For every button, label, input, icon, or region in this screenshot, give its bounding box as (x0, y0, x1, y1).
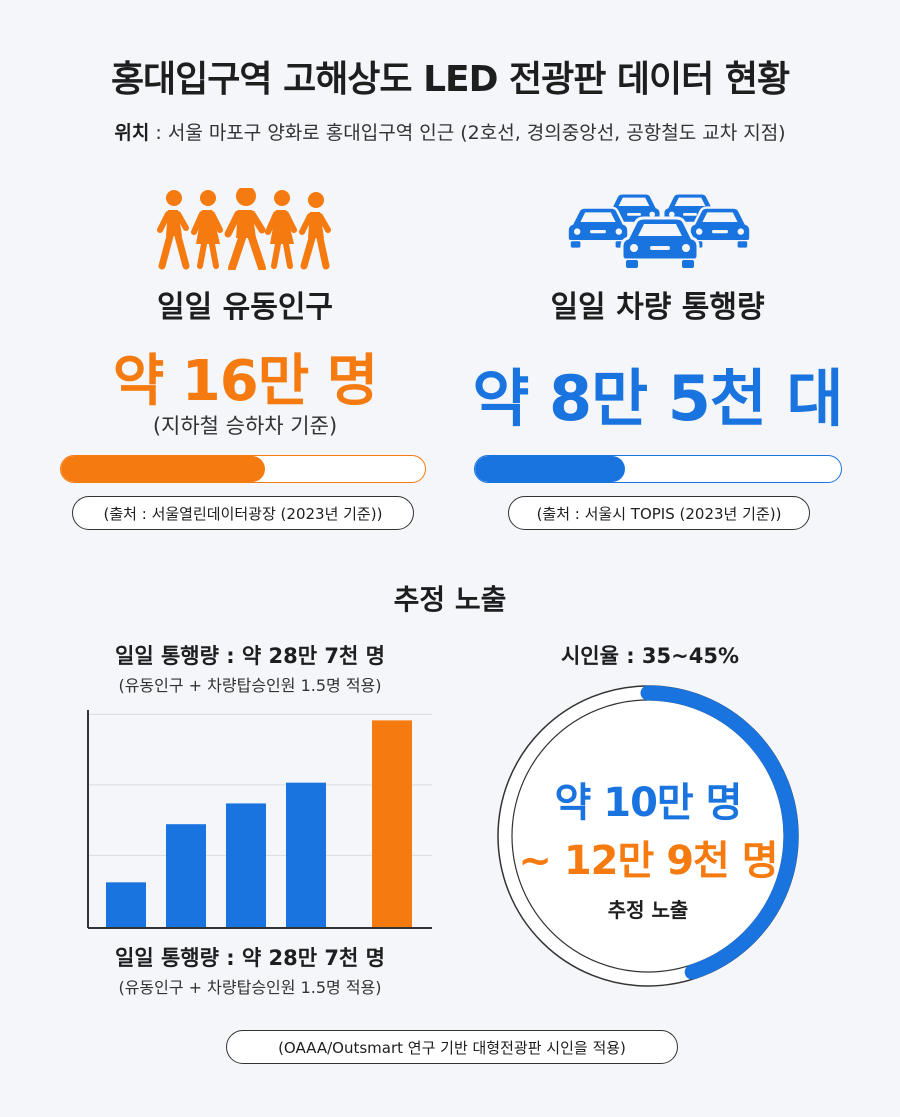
vehicle-value: 약 8만 5천 대 (472, 362, 843, 435)
section-title: 추정 노출 (393, 583, 507, 616)
traffic-title-bottom: 일일 통행량 : 약 28만 7천 명 (115, 946, 385, 970)
pedestrian-progress-fill (61, 456, 265, 482)
footnote: (OAAA/Outsmart 연구 기반 대형전광판 시인을 적용) (226, 1030, 678, 1064)
chart-bar-4 (286, 782, 326, 928)
location-text: : 서울 마포구 양화로 홍대입구역 인근 (2호선, 경의중앙선, 공항철도 … (149, 122, 786, 144)
location-label: 위치 (114, 122, 150, 144)
walking-people-icon (157, 188, 331, 270)
pedestrian-progress-bar (60, 455, 426, 483)
vehicle-source-wrap: (출처 : 서울시 TOPIS (2023년 기준)) (508, 496, 810, 530)
traffic-title-top: 일일 통행량 : 약 28만 7천 명 (115, 644, 385, 668)
cars-icon (566, 192, 752, 270)
ring-progress-arc (640, 685, 799, 980)
ring-value-high: ~ 12만 9천 명 (518, 838, 778, 884)
vehicle-progress-bar (474, 455, 842, 483)
visibility-title: 시인율 : 35~45% (560, 644, 740, 668)
pedestrian-value: 약 16만 명 (112, 349, 378, 414)
chart-bars (106, 720, 412, 928)
vehicle-label: 일일 차량 통행량 (550, 290, 765, 325)
traffic-sub-top: (유동인구 + 차량탑승인원 1.5명 적용) (118, 676, 382, 695)
chart-bar-3 (226, 803, 266, 928)
pedestrian-note: (지하철 승하차 기준) (152, 414, 338, 438)
vehicle-progress-fill (475, 456, 626, 482)
chart-bar-5 (372, 720, 412, 928)
chart-bar-2 (166, 824, 206, 928)
footnote-wrap: (OAAA/Outsmart 연구 기반 대형전광판 시인을 적용) (226, 1030, 678, 1064)
pedestrian-source: (출처 : 서울열린데이터광장 (2023년 기준)) (72, 496, 414, 530)
pedestrian-source-wrap: (출처 : 서울열린데이터광장 (2023년 기준)) (72, 496, 414, 530)
pedestrian-label: 일일 유동인구 (156, 290, 334, 325)
chart-bar-1 (106, 882, 146, 928)
traffic-sub-bottom: (유동인구 + 차량탑승인원 1.5명 적용) (118, 978, 382, 997)
ring-caption: 추정 노출 (607, 898, 689, 922)
exposure-ring (497, 685, 799, 987)
ring-value-low: 약 10만 명 (554, 780, 743, 826)
location-line: 위치 : 서울 마포구 양화로 홍대입구역 인근 (2호선, 경의중앙선, 공항… (0, 118, 900, 145)
vehicle-source: (출처 : 서울시 TOPIS (2023년 기준)) (508, 496, 810, 530)
bar-chart (87, 710, 432, 929)
page-title: 홍대입구역 고해상도 LED 전광판 데이터 현황 (110, 59, 790, 100)
